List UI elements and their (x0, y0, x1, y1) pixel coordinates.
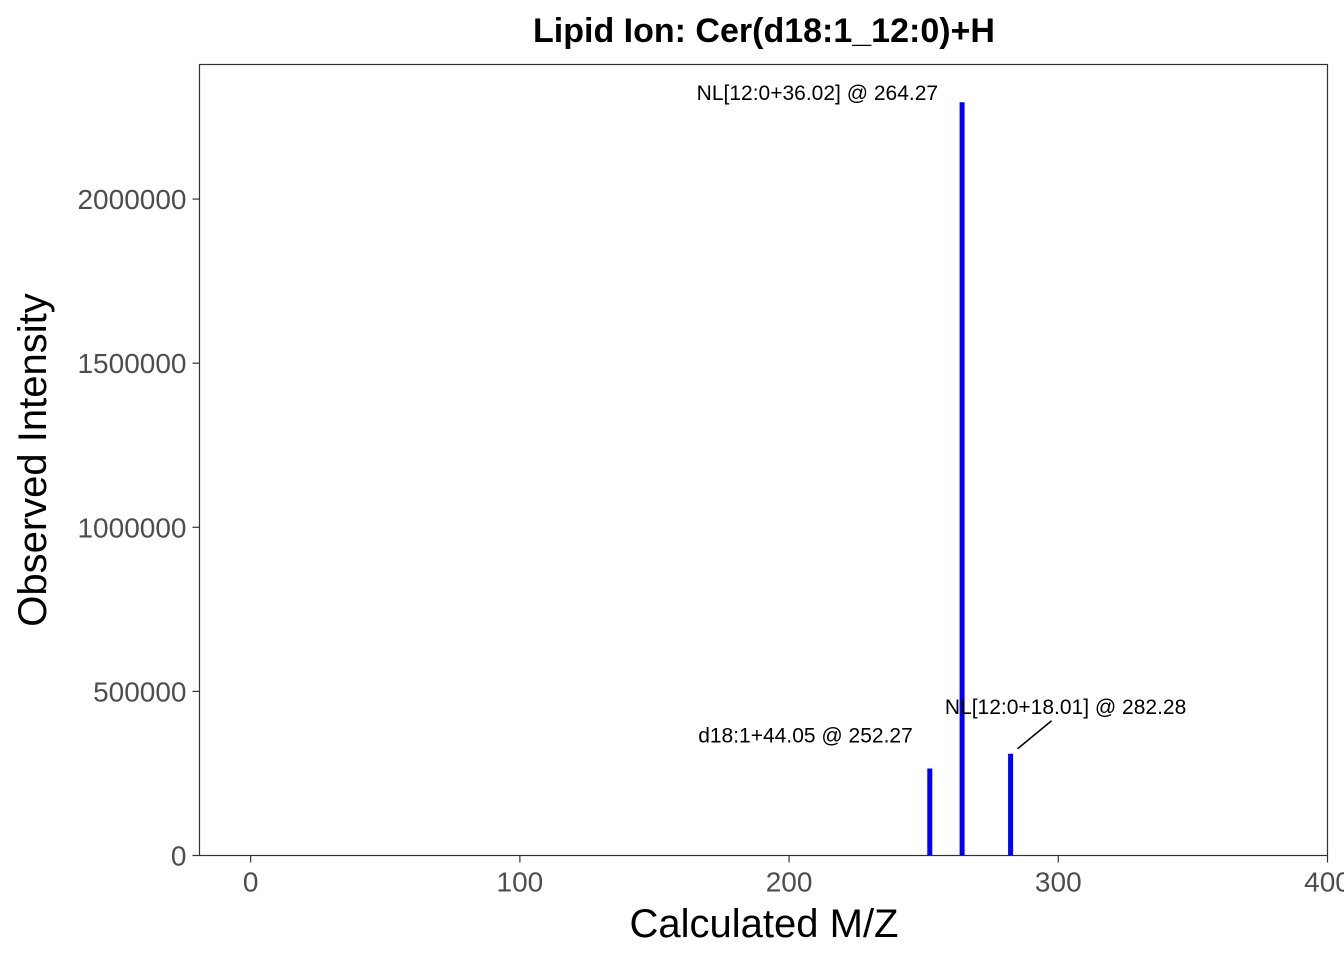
peak-series (927, 102, 1014, 856)
y-tick-label: 1500000 (77, 348, 186, 379)
y-axis: 0 500000 1000000 1500000 2000000 (77, 184, 200, 872)
y-tick-label: 2000000 (77, 184, 186, 215)
peak-label: NL[12:0+36.02] @ 264.27 (697, 82, 938, 105)
x-tick-label: 0 (243, 867, 259, 898)
y-axis-title: Observed Intensity (11, 293, 55, 627)
y-tick-label: 1000000 (77, 512, 186, 543)
x-tick-label: 100 (497, 867, 544, 898)
x-axis: 0 100 200 300 400 (243, 855, 1344, 898)
x-tick-label: 200 (766, 867, 813, 898)
y-tick-label: 500000 (93, 676, 186, 707)
plot-panel-border (198, 63, 1329, 857)
peak-label: NL[12:0+18.01] @ 282.28 (945, 696, 1186, 719)
x-tick-label: 400 (1304, 867, 1344, 898)
chart-title: Lipid Ion: Cer(d18:1_12:0)+H (533, 12, 995, 50)
x-axis-title: Calculated M/Z (630, 902, 899, 946)
y-tick-label: 0 (171, 841, 187, 872)
x-tick-label: 300 (1035, 867, 1082, 898)
peak-labels: d18:1+44.05 @ 252.27 NL[12:0+36.02] @ 264… (697, 82, 1186, 750)
peak-label-leader (1017, 720, 1053, 750)
peak-label: d18:1+44.05 @ 252.27 (698, 725, 913, 748)
